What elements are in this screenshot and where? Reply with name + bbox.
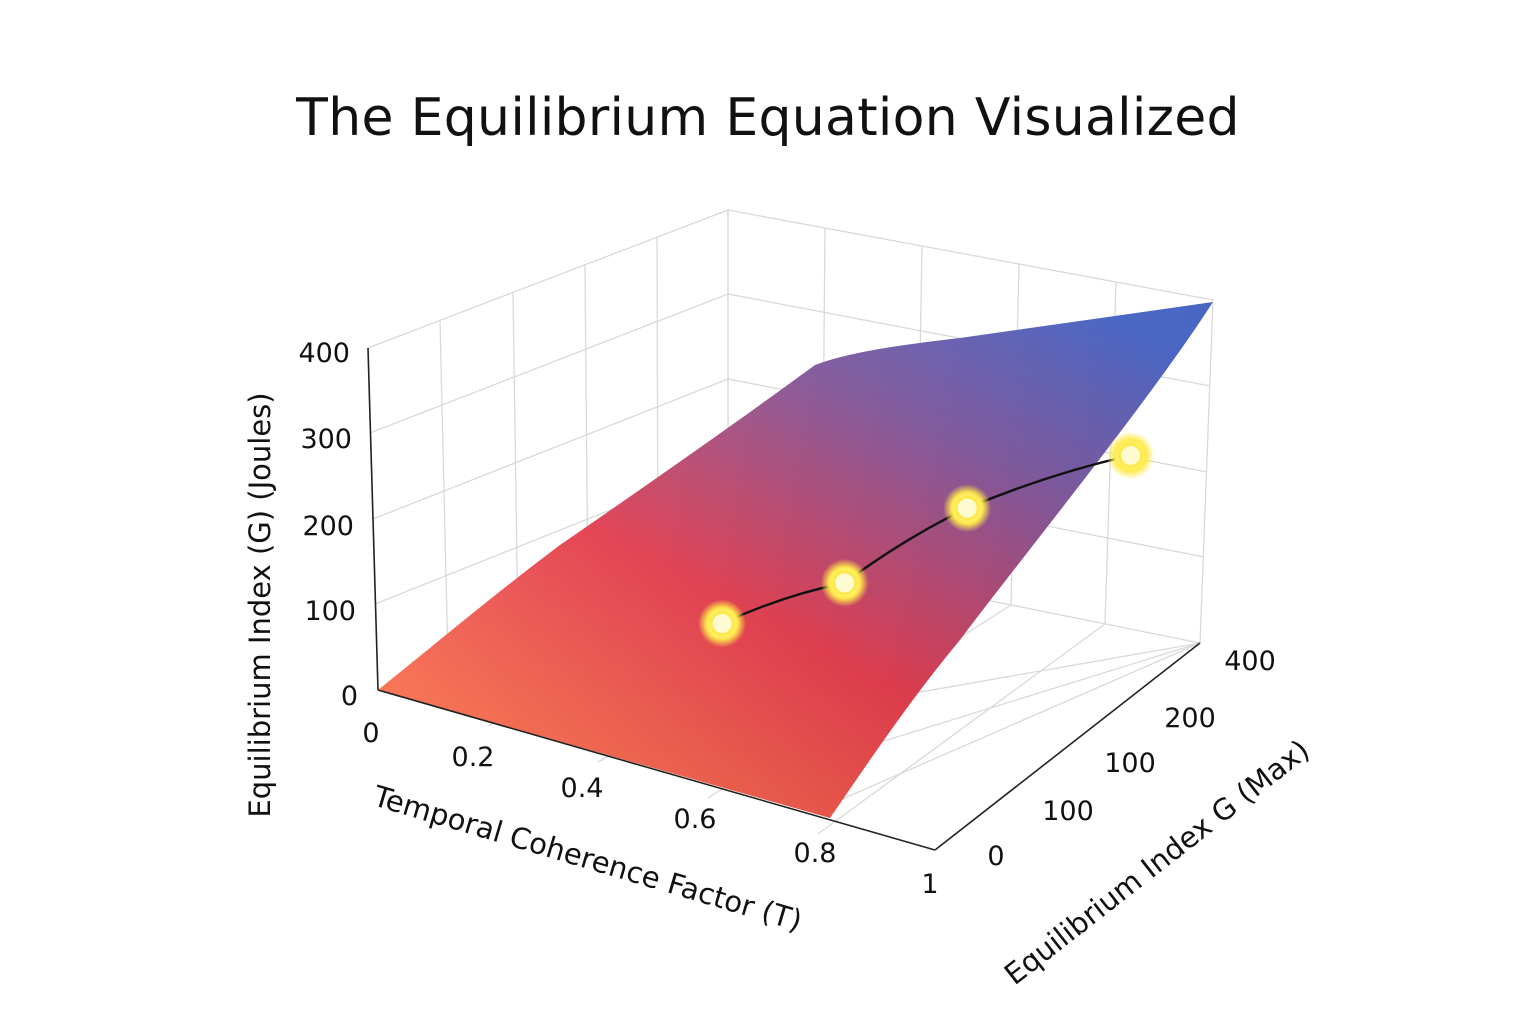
- x-tick-5: 1: [921, 869, 938, 900]
- data-point-4: [1118, 442, 1144, 468]
- data-point-3: [954, 495, 980, 521]
- left-wall-grid-h1: [369, 293, 729, 434]
- x-tick-4: 0.8: [794, 838, 837, 869]
- x-tick-3: 0.6: [674, 804, 717, 835]
- z-tick-3: 300: [300, 424, 352, 455]
- y-axis-label: Equilibrium Index G (Max): [998, 733, 1316, 992]
- y-tick-2: 100: [1104, 748, 1156, 779]
- floor-grid-6: [839, 642, 1201, 801]
- surface-shade: [378, 302, 1213, 818]
- x-tick-1: 0.2: [452, 742, 495, 773]
- chart-title: The Equilibrium Equation Visualized: [296, 88, 1240, 148]
- series-points: [698, 431, 1155, 648]
- z-tick-0: 0: [341, 681, 358, 712]
- y-tick-3: 200: [1164, 703, 1216, 734]
- axes: [367, 347, 1201, 851]
- x-tick-2: 0.4: [561, 773, 604, 804]
- x-tick-labels: 0 0.2 0.4 0.6 0.8 1: [362, 718, 938, 900]
- data-point-2: [832, 570, 858, 596]
- floor-grid-7: [854, 642, 1201, 751]
- left-wall-grid-h2: [372, 378, 729, 520]
- data-series: [698, 431, 1155, 648]
- x-tick-0: 0: [362, 718, 379, 749]
- z-axis-line: [367, 347, 379, 691]
- z-tick-2: 200: [302, 511, 354, 542]
- x-axis-line: [377, 689, 936, 851]
- y-tick-1: 100: [1042, 796, 1094, 827]
- data-point-1: [709, 610, 735, 636]
- z-tick-labels: 0 100 200 300 400: [298, 338, 358, 712]
- z-axis-label: Equilibrium Index (G) (Joules): [243, 392, 277, 817]
- floor-grid-8: [874, 642, 1201, 701]
- y-tick-labels: 0 100 100 200 400: [987, 646, 1275, 872]
- y-tick-4: 400: [1224, 646, 1276, 677]
- series-line: [721, 454, 1131, 625]
- z-tick-1: 100: [304, 596, 356, 627]
- surface: [378, 302, 1213, 818]
- z-tick-4: 400: [298, 338, 350, 369]
- y-axis-line: [934, 642, 1201, 851]
- floor-grid-5: [817, 623, 1106, 835]
- y-tick-0: 0: [987, 841, 1004, 872]
